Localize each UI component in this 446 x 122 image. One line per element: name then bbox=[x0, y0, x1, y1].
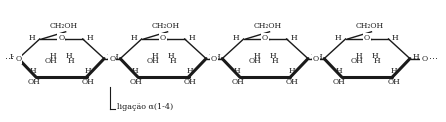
Text: H: H bbox=[66, 52, 73, 60]
Text: O: O bbox=[58, 34, 64, 42]
Text: H: H bbox=[187, 67, 194, 75]
Text: CH₂OH: CH₂OH bbox=[151, 22, 179, 30]
Text: OH: OH bbox=[147, 57, 160, 65]
Text: H: H bbox=[392, 34, 399, 42]
Text: H: H bbox=[188, 34, 195, 42]
Text: H: H bbox=[310, 53, 317, 61]
Text: OH: OH bbox=[184, 78, 197, 86]
Text: ligação α(1-4): ligação α(1-4) bbox=[116, 103, 173, 111]
Text: H: H bbox=[391, 67, 397, 75]
Text: H: H bbox=[168, 52, 174, 60]
Text: OH: OH bbox=[27, 78, 40, 86]
Text: OH: OH bbox=[82, 78, 95, 86]
Text: H: H bbox=[152, 52, 158, 60]
Text: H: H bbox=[132, 67, 138, 75]
Text: OH: OH bbox=[45, 57, 58, 65]
Text: OH: OH bbox=[388, 78, 401, 86]
Text: H: H bbox=[233, 34, 239, 42]
Text: ···: ··· bbox=[429, 54, 438, 64]
Text: H: H bbox=[131, 34, 137, 42]
Text: H: H bbox=[272, 57, 278, 65]
Text: H: H bbox=[29, 34, 35, 42]
Text: H: H bbox=[334, 34, 341, 42]
Text: O: O bbox=[109, 55, 115, 63]
Text: H: H bbox=[169, 57, 176, 65]
Text: H: H bbox=[412, 53, 419, 61]
Text: H: H bbox=[112, 53, 118, 61]
Text: H: H bbox=[336, 67, 343, 75]
Text: H: H bbox=[86, 34, 93, 42]
Text: H: H bbox=[30, 67, 37, 75]
Text: O: O bbox=[160, 34, 166, 42]
Text: ···: ··· bbox=[5, 54, 14, 64]
Text: H: H bbox=[208, 53, 215, 61]
Text: O: O bbox=[262, 34, 268, 42]
Text: OH: OH bbox=[231, 78, 244, 86]
Text: H: H bbox=[106, 53, 113, 61]
Text: CH₂OH: CH₂OH bbox=[50, 22, 78, 30]
Text: H: H bbox=[9, 53, 16, 61]
Text: OH: OH bbox=[286, 78, 299, 86]
Text: O: O bbox=[313, 55, 319, 63]
Text: H: H bbox=[289, 67, 296, 75]
Text: CH₂OH: CH₂OH bbox=[253, 22, 281, 30]
Text: H: H bbox=[234, 67, 240, 75]
Text: H: H bbox=[372, 52, 378, 60]
Text: H: H bbox=[213, 53, 220, 61]
Text: H: H bbox=[254, 52, 260, 60]
Text: OH: OH bbox=[351, 57, 363, 65]
Text: H: H bbox=[85, 67, 92, 75]
Text: CH₂OH: CH₂OH bbox=[355, 22, 383, 30]
Text: H: H bbox=[315, 53, 322, 61]
Text: OH: OH bbox=[249, 57, 262, 65]
Text: OH: OH bbox=[129, 78, 142, 86]
Text: O: O bbox=[421, 55, 428, 63]
Text: OH: OH bbox=[333, 78, 346, 86]
Text: O: O bbox=[211, 55, 217, 63]
Text: O: O bbox=[15, 55, 21, 63]
Text: H: H bbox=[290, 34, 297, 42]
Text: H: H bbox=[373, 57, 380, 65]
Text: H: H bbox=[68, 57, 74, 65]
Text: H: H bbox=[270, 52, 277, 60]
Text: H: H bbox=[356, 52, 363, 60]
Text: O: O bbox=[364, 34, 370, 42]
Text: H: H bbox=[50, 52, 57, 60]
